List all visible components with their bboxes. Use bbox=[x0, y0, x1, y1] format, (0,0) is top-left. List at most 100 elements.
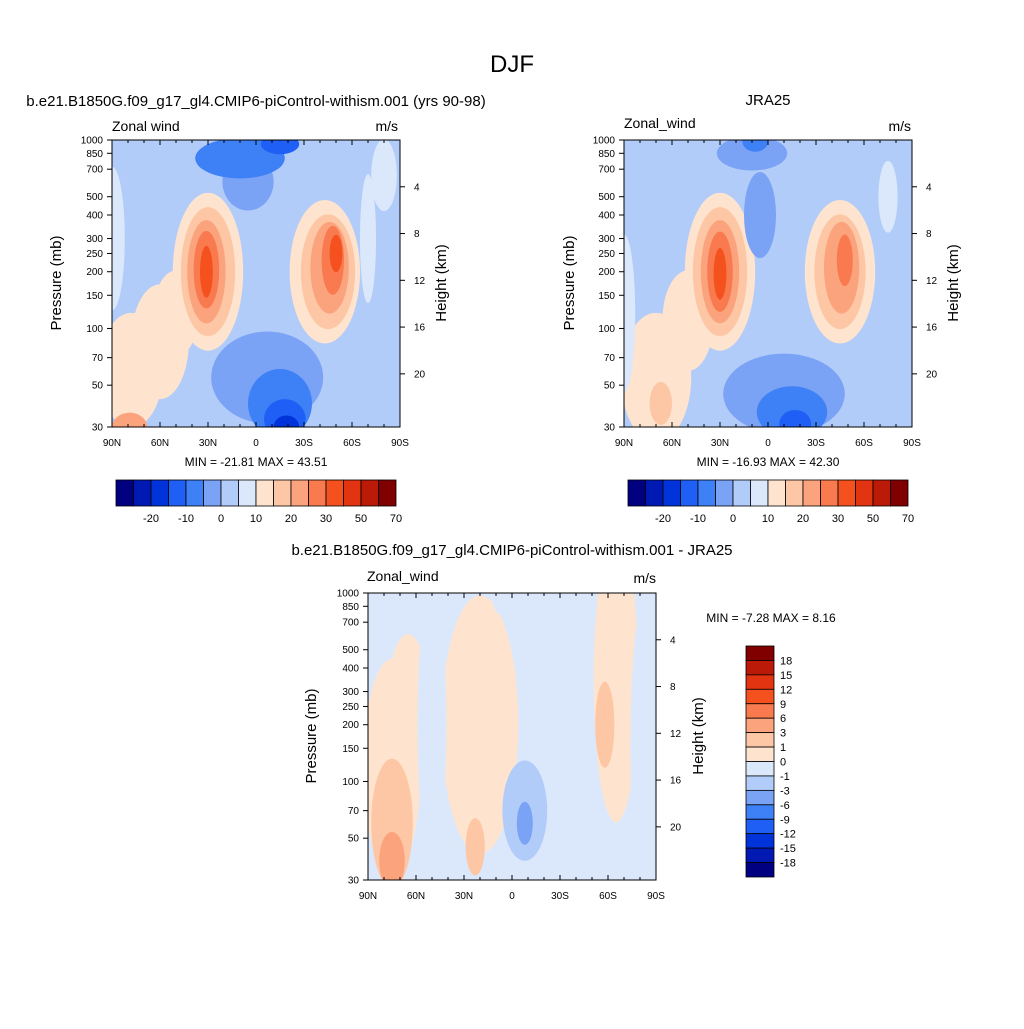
diff-y2tick-label-1: 8 bbox=[670, 682, 676, 693]
panel-model-stats: MIN = -21.81 MAX = 43.51 bbox=[185, 455, 328, 469]
model-ytick-label-11: 850 bbox=[86, 149, 103, 160]
diff-xtick-label-5: 60S bbox=[599, 891, 617, 902]
panel-model-y2label: Height (km) bbox=[433, 244, 450, 322]
obs-colorbar-box-6 bbox=[732, 479, 751, 507]
obs-contour-17 bbox=[742, 140, 768, 152]
obs-colorbar-box-5 bbox=[715, 479, 734, 507]
obs-y2tick-label-2: 12 bbox=[926, 276, 938, 287]
obs-ytick-label-8: 400 bbox=[598, 210, 615, 221]
panel-obs-ylabel: Pressure (mb) bbox=[561, 235, 578, 330]
panel-obs: JRA25 Zonal_wind m/s Pressure (mb) Heigh… bbox=[561, 92, 962, 525]
model-contour-19 bbox=[200, 245, 213, 298]
diff-colorbar-box-5 bbox=[745, 717, 775, 734]
diff-ytick-label-11: 850 bbox=[342, 602, 359, 613]
diff-colorbar-label-8: -1 bbox=[780, 771, 790, 783]
model-colorbar-label-2: 0 bbox=[218, 513, 224, 525]
plot-model: 90N 60N 30N 0 30S 60S 90S 30 50 70 100 150 200 250 300… bbox=[81, 136, 426, 450]
diff-contour-field bbox=[368, 593, 656, 880]
panel-diff-stats: MIN = -7.28 MAX = 8.16 bbox=[706, 611, 836, 625]
model-xtick-label-6: 90S bbox=[391, 438, 409, 449]
obs-colorbar-box-11 bbox=[820, 479, 839, 507]
model-xtick-label-5: 60S bbox=[343, 438, 361, 449]
model-xtick-label-0: 90N bbox=[103, 438, 121, 449]
diff-contour-2 bbox=[441, 595, 519, 854]
model-contour-22 bbox=[260, 140, 300, 155]
obs-y2tick-label-0: 4 bbox=[926, 182, 932, 193]
diff-colorbar-label-12: -12 bbox=[780, 829, 796, 841]
panel-diff-right-label: m/s bbox=[633, 570, 656, 586]
model-colorbar-box-15 bbox=[378, 479, 397, 507]
obs-colorbar-box-8 bbox=[767, 479, 786, 507]
model-colorbar-box-0 bbox=[115, 479, 134, 507]
obs-colorbar-box-9 bbox=[785, 479, 804, 507]
diff-ytick-label-6: 250 bbox=[342, 702, 359, 713]
model-xtick-label-3: 0 bbox=[253, 438, 259, 449]
diff-contour-1 bbox=[388, 634, 428, 749]
diff-ytick-label-12: 1000 bbox=[337, 589, 360, 600]
diff-colorbar-label-3: 9 bbox=[780, 699, 786, 711]
panel-diff-y2label: Height (km) bbox=[690, 697, 707, 775]
obs-y2tick-label-4: 20 bbox=[926, 369, 938, 380]
model-contour-field bbox=[112, 140, 400, 427]
panel-model-left-label: Zonal wind bbox=[112, 118, 180, 134]
obs-xtick-label-6: 90S bbox=[903, 438, 921, 449]
diff-colorbar-label-6: 1 bbox=[780, 742, 786, 754]
plot-obs: 90N 60N 30N 0 30S 60S 90S 30 50 70 100 150 200 250 300… bbox=[593, 136, 938, 450]
obs-contour-13 bbox=[716, 140, 788, 171]
obs-ytick-label-7: 300 bbox=[598, 234, 615, 245]
model-colorbar-box-9 bbox=[273, 479, 292, 507]
diff-ytick-label-3: 100 bbox=[342, 777, 359, 788]
diff-ytick-label-5: 200 bbox=[342, 720, 359, 731]
diff-xtick-label-4: 30S bbox=[551, 891, 569, 902]
diff-colorbar-box-4 bbox=[745, 703, 775, 719]
model-colorbar-label-4: 20 bbox=[285, 513, 297, 525]
model-colorbar-box-8 bbox=[255, 479, 274, 507]
diff-colorbar-box-10 bbox=[745, 789, 775, 806]
panel-diff-title: b.e21.B1850G.f09_g17_gl4.CMIP6-piControl… bbox=[291, 542, 732, 559]
diff-colorbar-label-2: 12 bbox=[780, 684, 792, 696]
obs-ytick-label-0: 30 bbox=[604, 423, 616, 434]
obs-colorbar-box-7 bbox=[750, 479, 769, 507]
diff-colorbar-label-0: 18 bbox=[780, 655, 792, 667]
diff-colorbar-box-3 bbox=[745, 688, 775, 705]
obs-ytick-label-5: 200 bbox=[598, 267, 615, 278]
model-colorbar-label-0: -20 bbox=[143, 513, 159, 525]
obs-xtick-label-3: 0 bbox=[765, 438, 771, 449]
obs-contour-16 bbox=[756, 386, 828, 427]
obs-ytick-label-2: 70 bbox=[604, 353, 616, 364]
model-colorbar-box-11 bbox=[308, 479, 327, 507]
model-contour-6 bbox=[360, 173, 376, 304]
diff-colorbar-label-9: -3 bbox=[780, 785, 790, 797]
diff-colorbar-box-9 bbox=[745, 775, 775, 791]
diff-contour-11 bbox=[379, 831, 405, 880]
panel-diff-left-label: Zonal_wind bbox=[367, 568, 439, 584]
obs-xtick-label-5: 60S bbox=[855, 438, 873, 449]
diff-ytick-label-0: 30 bbox=[348, 876, 360, 887]
obs-contour-12 bbox=[744, 171, 776, 259]
model-ytick-label-10: 700 bbox=[86, 165, 103, 176]
colorbar-model: -20 -10 0 10 20 30 50 70 bbox=[115, 479, 402, 525]
model-colorbar-box-10 bbox=[290, 479, 309, 507]
model-xtick-label-2: 30N bbox=[199, 438, 217, 449]
diff-colorbar-box-6 bbox=[745, 732, 775, 748]
model-colorbar-box-4 bbox=[185, 479, 204, 507]
diff-xtick-label-0: 90N bbox=[359, 891, 377, 902]
obs-colorbar-box-0 bbox=[627, 479, 646, 507]
model-ytick-label-0: 30 bbox=[92, 423, 104, 434]
obs-ytick-label-6: 250 bbox=[598, 249, 615, 260]
obs-ytick-label-4: 150 bbox=[598, 291, 615, 302]
model-contour-20 bbox=[329, 234, 343, 273]
diff-contour-12 bbox=[516, 801, 533, 845]
diff-colorbar-box-11 bbox=[745, 804, 775, 820]
obs-ytick-label-3: 100 bbox=[598, 324, 615, 335]
obs-ytick-label-10: 700 bbox=[598, 165, 615, 176]
diff-contour-9 bbox=[595, 681, 615, 768]
model-xtick-label-4: 30S bbox=[295, 438, 313, 449]
obs-xtick-label-0: 90N bbox=[615, 438, 633, 449]
model-colorbar-box-13 bbox=[343, 479, 362, 507]
diff-colorbar-box-15 bbox=[745, 862, 775, 878]
model-ytick-label-1: 50 bbox=[92, 381, 104, 392]
panel-diff: b.e21.B1850G.f09_g17_gl4.CMIP6-piControl… bbox=[291, 542, 836, 902]
obs-colorbar-box-1 bbox=[645, 479, 664, 507]
